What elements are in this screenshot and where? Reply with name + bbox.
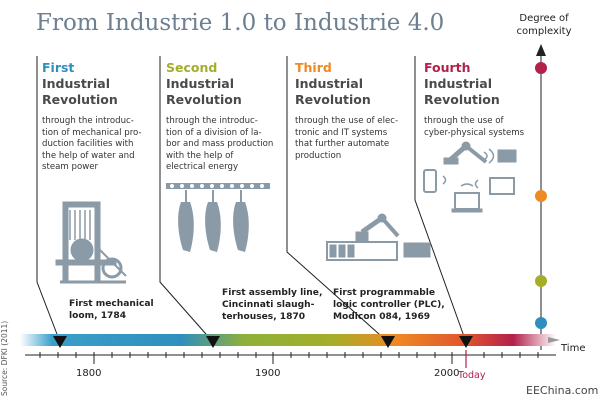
revolution-fourth-line2: Industrial bbox=[424, 76, 492, 91]
revolution-third-description: through the use of elec- tronic and IT s… bbox=[295, 116, 415, 162]
complexity-dot-first bbox=[535, 317, 547, 329]
desc-line: the help of water and bbox=[42, 150, 135, 161]
revolution-first-line2: Industrial bbox=[42, 76, 110, 91]
milestone-first: First mechanical loom, 1784 bbox=[69, 298, 169, 322]
complexity-axis-label: Degree of complexity bbox=[509, 12, 579, 38]
milestone-line: logic controller (PLC), bbox=[333, 300, 445, 310]
desc-line: that further automate bbox=[295, 139, 390, 150]
milestone-line: First mechanical bbox=[69, 299, 154, 309]
timeline-marker-third bbox=[381, 336, 395, 348]
section-brackets bbox=[36, 56, 467, 343]
revolution-third-line3: Revolution bbox=[295, 92, 371, 107]
desc-line: through the use of elec- bbox=[295, 116, 399, 126]
desc-line: with the help of bbox=[166, 150, 234, 161]
bracket-third bbox=[286, 56, 389, 343]
revolution-first-heading: First Industrial Revolution bbox=[42, 60, 162, 108]
year-tick-1800: 1800 bbox=[76, 368, 102, 379]
time-axis-label: Time bbox=[561, 343, 586, 354]
revolution-first-ordinal: First bbox=[42, 60, 75, 75]
complexity-dot-second bbox=[535, 275, 547, 287]
desc-line: electrical energy bbox=[166, 162, 239, 173]
timeline-marker-second bbox=[206, 336, 220, 348]
revolution-third-ordinal: Third bbox=[295, 60, 332, 75]
timeline-marker-fourth bbox=[459, 336, 473, 348]
today-label: Today bbox=[458, 370, 486, 381]
desc-line: through the introduc- bbox=[42, 116, 134, 126]
revolution-first-description: through the introduc- tion of mechanical… bbox=[42, 116, 162, 174]
year-tick-2000: 2000 bbox=[434, 368, 460, 379]
revolution-fourth-line3: Revolution bbox=[424, 92, 500, 107]
complexity-dot-third bbox=[535, 190, 547, 202]
revolution-fourth-heading: Fourth Industrial Revolution bbox=[424, 60, 534, 108]
revolution-fourth-description: through the use of cyber-physical system… bbox=[424, 116, 534, 139]
milestone-line: loom, 1784 bbox=[69, 311, 127, 321]
milestone-line: Cincinnati slaugh- bbox=[222, 300, 315, 310]
revolution-second-description: through the introduc- tion of a division… bbox=[166, 116, 286, 174]
complexity-label-line1: Degree of bbox=[519, 13, 569, 24]
milestone-second: First assembly line, Cincinnati slaugh- … bbox=[222, 287, 332, 323]
milestone-line: First assembly line, bbox=[222, 288, 323, 298]
watermark: EEChina.com bbox=[526, 384, 599, 397]
source-note: Source: DFKI (2011) bbox=[0, 320, 9, 396]
timeline-marker-first bbox=[53, 336, 67, 348]
desc-line: duction facilities with bbox=[42, 139, 134, 150]
revolution-second-line2: Industrial bbox=[166, 76, 234, 91]
desc-line: tronic and IT systems bbox=[295, 127, 388, 138]
revolution-third-line2: Industrial bbox=[295, 76, 363, 91]
revolution-third-heading: Third Industrial Revolution bbox=[295, 60, 415, 108]
revolution-second-line3: Revolution bbox=[166, 92, 242, 107]
desc-line: through the introduc- bbox=[166, 116, 258, 126]
revolution-first-line3: Revolution bbox=[42, 92, 118, 107]
desc-line: tion of mechanical pro- bbox=[42, 127, 142, 138]
milestone-line: terhouses, 1870 bbox=[222, 312, 306, 322]
revolution-second-heading: Second Industrial Revolution bbox=[166, 60, 286, 108]
desc-line: bor and mass production bbox=[166, 139, 274, 150]
complexity-label-line2: complexity bbox=[516, 26, 572, 37]
year-tick-1900: 1900 bbox=[255, 368, 281, 379]
desc-line: through the use of bbox=[424, 116, 504, 126]
desc-line: tion of a division of la- bbox=[166, 127, 262, 138]
milestone-line: First programmable bbox=[333, 288, 435, 298]
year-ticks bbox=[39, 352, 539, 364]
cyber-physical-icon bbox=[423, 141, 517, 213]
desc-line: cyber-physical systems bbox=[424, 127, 525, 138]
desc-line: steam power bbox=[42, 162, 99, 173]
timeline-arrow bbox=[548, 337, 560, 343]
bracket-fourth bbox=[414, 56, 467, 343]
milestone-line: Modicon 084, 1969 bbox=[333, 312, 431, 322]
timeline-markers bbox=[53, 336, 473, 348]
complexity-axis-arrow bbox=[536, 44, 546, 56]
plc-robot-icon bbox=[326, 213, 431, 261]
page-title: From Industrie 1.0 to Industrie 4.0 bbox=[36, 10, 445, 36]
bracket-second bbox=[159, 56, 214, 343]
revolution-second-ordinal: Second bbox=[166, 60, 218, 75]
bracket-first bbox=[36, 56, 61, 343]
timeline-bar bbox=[20, 334, 556, 346]
milestone-third: First programmable logic controller (PLC… bbox=[333, 287, 453, 323]
desc-line: production bbox=[295, 150, 342, 161]
revolution-fourth-ordinal: Fourth bbox=[424, 60, 471, 75]
assembly-line-icon bbox=[166, 183, 270, 252]
complexity-dot-fourth bbox=[535, 62, 547, 74]
loom-icon bbox=[55, 201, 127, 284]
